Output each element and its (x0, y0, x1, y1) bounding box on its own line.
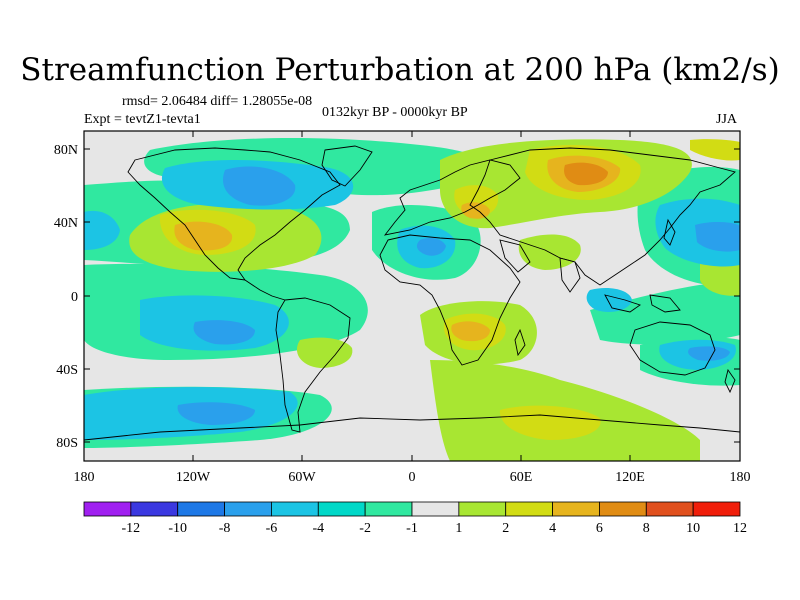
colorbar-label: -8 (219, 521, 231, 536)
colorbar-label: -6 (266, 521, 278, 536)
colorbar-swatch (177, 501, 225, 517)
lon-label: 120E (615, 470, 645, 485)
colorbar-swatch (130, 501, 179, 517)
colorbar-label: 4 (549, 521, 556, 536)
colorbar-swatch (645, 501, 694, 517)
stats-text: rmsd= 2.06484 diff= 1.28055e-08 (122, 94, 313, 109)
lat-labels: 80N 40N 0 40S 80S (54, 143, 78, 451)
colorbar-label: -2 (359, 521, 371, 536)
colorbar-label: -4 (312, 521, 324, 536)
colorbar: -12 -10 -8 -6 -4 -2 -1 1 2 4 6 8 10 12 (83, 501, 747, 536)
colorbar-swatch (271, 501, 319, 517)
lon-labels: 180 120W 60W 0 60E 120E 180 (74, 470, 751, 485)
colorbar-label: 1 (455, 521, 462, 536)
plot-title: Streamfunction Perturbation at 200 hPa (… (20, 52, 780, 88)
lat-label: 40S (56, 363, 78, 378)
lon-label: 60W (288, 470, 316, 485)
colorbar-label: 8 (643, 521, 650, 536)
lon-label: 180 (730, 470, 751, 485)
colorbar-swatch (224, 501, 272, 517)
tick-marks (83, 131, 741, 461)
colorbar-swatch (599, 501, 647, 517)
lon-label: 120W (176, 470, 211, 485)
lon-label: 60E (510, 470, 533, 485)
colorbar-label: -12 (122, 521, 141, 536)
lat-label: 0 (71, 290, 78, 305)
period-text: 0132kyr BP - 0000kyr BP (322, 105, 468, 120)
colorbar-label: 10 (686, 521, 700, 536)
colorbar-swatch (83, 501, 132, 517)
lat-label: 80N (54, 143, 78, 158)
lon-label: 0 (409, 470, 416, 485)
colorbar-swatch (317, 501, 366, 517)
colorbar-swatch (411, 501, 460, 517)
experiment-text: Expt = tevtZ1-tevta1 (84, 112, 201, 127)
season-text: JJA (716, 112, 738, 127)
colorbar-swatch (364, 501, 413, 517)
coastlines (84, 145, 740, 441)
colorbar-swatch (552, 501, 600, 517)
colorbar-swatch (458, 501, 507, 517)
colorbar-label: 2 (502, 521, 509, 536)
colorbar-label: -10 (168, 521, 187, 536)
colorbar-label: 6 (596, 521, 603, 536)
colorbar-swatch (505, 501, 553, 517)
lat-label: 80S (56, 436, 78, 451)
lat-label: 40N (54, 216, 78, 231)
colorbar-label: -1 (406, 521, 418, 536)
lon-label: 180 (74, 470, 95, 485)
colorbar-swatch (692, 501, 741, 517)
colorbar-label: 12 (733, 521, 747, 536)
